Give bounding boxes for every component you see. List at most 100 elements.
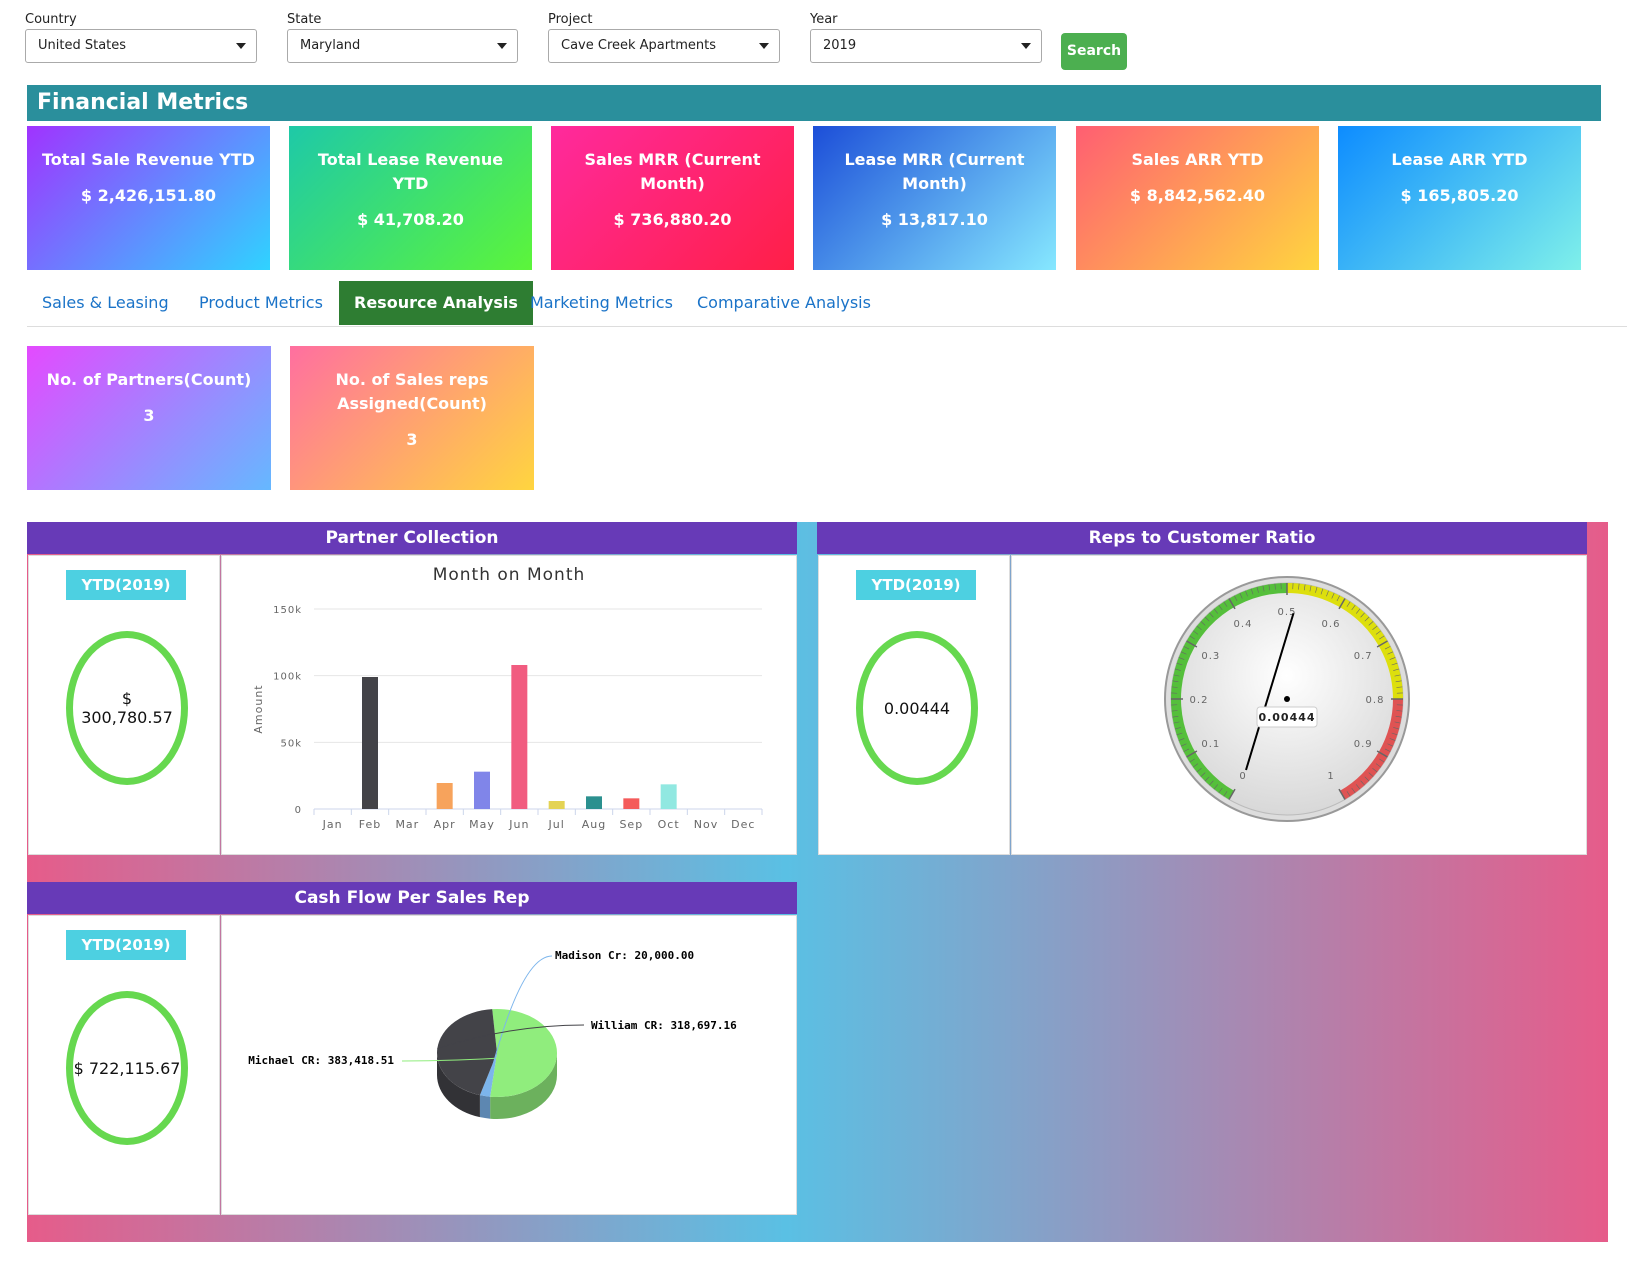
resource-card-title: No. of Partners(Count)	[46, 370, 252, 389]
bar-may	[474, 771, 490, 809]
gauge-tick	[1171, 686, 1178, 688]
bar-aug	[586, 796, 602, 809]
gauge-tick	[1234, 595, 1238, 602]
ytd-badge: YTD(2019)	[66, 930, 186, 960]
gauge-tick	[1331, 592, 1335, 599]
month-on-month-chart: Month on Month Amount 0 50k 100k 150k Jan Feb Ma…	[252, 565, 763, 831]
gauge-tick	[1384, 748, 1391, 752]
x-tick-label: Sep	[619, 818, 643, 831]
gauge-band-green	[1171, 583, 1287, 800]
bar-feb	[362, 677, 378, 809]
gauge-tick-label: 0.5	[1278, 607, 1297, 618]
gauge-tick	[1320, 588, 1324, 595]
gauge-tick	[1223, 601, 1228, 607]
gauge-tick	[1372, 767, 1378, 773]
search-button[interactable]: Search	[1061, 33, 1127, 70]
project-select[interactable]: Cave Creek Apartments	[548, 29, 780, 63]
gauge-readout: 0.00444	[1258, 711, 1315, 724]
country-select[interactable]: United States	[25, 29, 257, 63]
metric-card: Sales MRR (Current Month) $ 736,880.20	[551, 126, 794, 270]
tab-product-metrics[interactable]: Product Metrics	[199, 293, 323, 312]
gauge-tick	[1189, 635, 1195, 640]
gauge-tick	[1389, 657, 1396, 660]
gauge-needle	[1245, 612, 1295, 771]
gauge-tick	[1180, 743, 1187, 747]
tab-marketing-metrics[interactable]: Marketing Metrics	[530, 293, 673, 312]
y-tick-label: 50k	[280, 738, 302, 749]
gauge-tick	[1346, 601, 1351, 607]
gauge-tick	[1174, 727, 1181, 730]
resource-card-title: No. of Sales reps Assigned(Count)	[335, 370, 489, 413]
gauge-tick	[1384, 646, 1391, 650]
bar-sep	[623, 798, 640, 809]
gauge-tick	[1173, 674, 1180, 677]
partner-collection-summary: YTD(2019) $ 300,780.57	[28, 555, 220, 855]
gauge-tick	[1360, 780, 1365, 786]
state-label: State	[287, 12, 322, 27]
gauge-tick-label: 0.4	[1234, 619, 1253, 630]
gauge-tick	[1204, 616, 1210, 622]
pie-data-label: William CR: 318,697.16	[591, 1019, 737, 1032]
gauge-tick	[1196, 767, 1202, 773]
gauge-tick	[1228, 788, 1236, 800]
gauge-tick	[1355, 784, 1361, 790]
gauge-tick	[1364, 776, 1370, 782]
gauge-tick	[1355, 608, 1361, 614]
gauge-band-red	[1340, 699, 1403, 800]
metric-card: Total Sale Revenue YTD $ 2,426,151.80	[27, 126, 270, 270]
gauge-tick	[1173, 721, 1180, 724]
reps-ratio-title: Reps to Customer Ratio	[817, 522, 1587, 554]
gauge-tick	[1213, 784, 1219, 790]
ring-value: $ 722,115.67	[73, 1058, 181, 1078]
chevron-down-icon	[1021, 43, 1031, 49]
gauge-tick	[1186, 750, 1198, 758]
metric-card-value: $ 165,805.20	[1400, 186, 1519, 205]
pie-data-label: Michael CR: 383,418.51	[248, 1054, 394, 1067]
state-select[interactable]: Maryland	[287, 29, 518, 63]
gauge-tick	[1209, 780, 1214, 786]
cash-flow-title: Cash Flow Per Sales Rep	[27, 882, 797, 914]
gauge-tick	[1351, 604, 1356, 611]
gauge-tick	[1172, 715, 1179, 718]
x-tick-label: Jun	[508, 818, 529, 831]
pie-side-madison-cr	[479, 1095, 491, 1119]
bar-jun	[511, 665, 528, 809]
pie-data-label: Madison Cr: 20,000.00	[555, 949, 694, 962]
pie-connector	[484, 955, 553, 1097]
reps-ratio-summary: YTD(2019) 0.00444	[818, 555, 1010, 855]
x-tick-label: Oct	[658, 818, 680, 831]
gauge-tick	[1379, 758, 1385, 763]
bar-apr	[436, 783, 453, 809]
gauge-tick	[1204, 776, 1210, 782]
gauge-tick	[1375, 630, 1382, 635]
metric-card-title: Lease MRR (Current Month)	[844, 150, 1025, 193]
gauge-tick	[1192, 630, 1199, 635]
gauge-tick	[1387, 743, 1394, 747]
tab-comparative-analysis[interactable]: Comparative Analysis	[697, 293, 871, 312]
bar-jul	[548, 801, 565, 809]
cash-flow-pie-chart: Michael CR: 383,418.51 Madison Cr: 20,000…	[248, 949, 737, 1119]
pie-side-william-cr	[437, 1053, 480, 1118]
tab-sales-leasing[interactable]: Sales & Leasing	[42, 293, 169, 312]
resource-card-value: 3	[143, 406, 155, 425]
cash-flow-pie-box: Michael CR: 383,418.51 Madison Cr: 20,000…	[221, 915, 797, 1215]
gauge-tick-label: 0.3	[1201, 651, 1220, 662]
tab-resource-analysis[interactable]: Resource Analysis	[339, 281, 533, 325]
gauge-tick	[1395, 680, 1402, 683]
gauge-tick	[1268, 584, 1271, 591]
gauge-tick	[1228, 598, 1236, 610]
year-label: Year	[810, 12, 838, 27]
month-on-month-chart-box: Month on Month Amount 0 50k 100k 150k Jan Feb Ma…	[221, 555, 797, 855]
gauge-tick	[1223, 791, 1228, 797]
year-select[interactable]: 2019	[810, 29, 1042, 63]
y-tick-label: 150k	[273, 605, 302, 616]
x-tick-label: Aug	[582, 818, 606, 831]
gauge-tick-label: 0.8	[1366, 695, 1385, 706]
gauge-tick	[1375, 763, 1382, 768]
project-label: Project	[548, 12, 593, 27]
resource-card-value: 3	[406, 430, 418, 449]
metric-card-title: Sales MRR (Current Month)	[584, 150, 761, 193]
gauge-tick	[1298, 583, 1300, 590]
gauge-tick	[1176, 732, 1183, 736]
gauge-tick	[1245, 590, 1248, 597]
